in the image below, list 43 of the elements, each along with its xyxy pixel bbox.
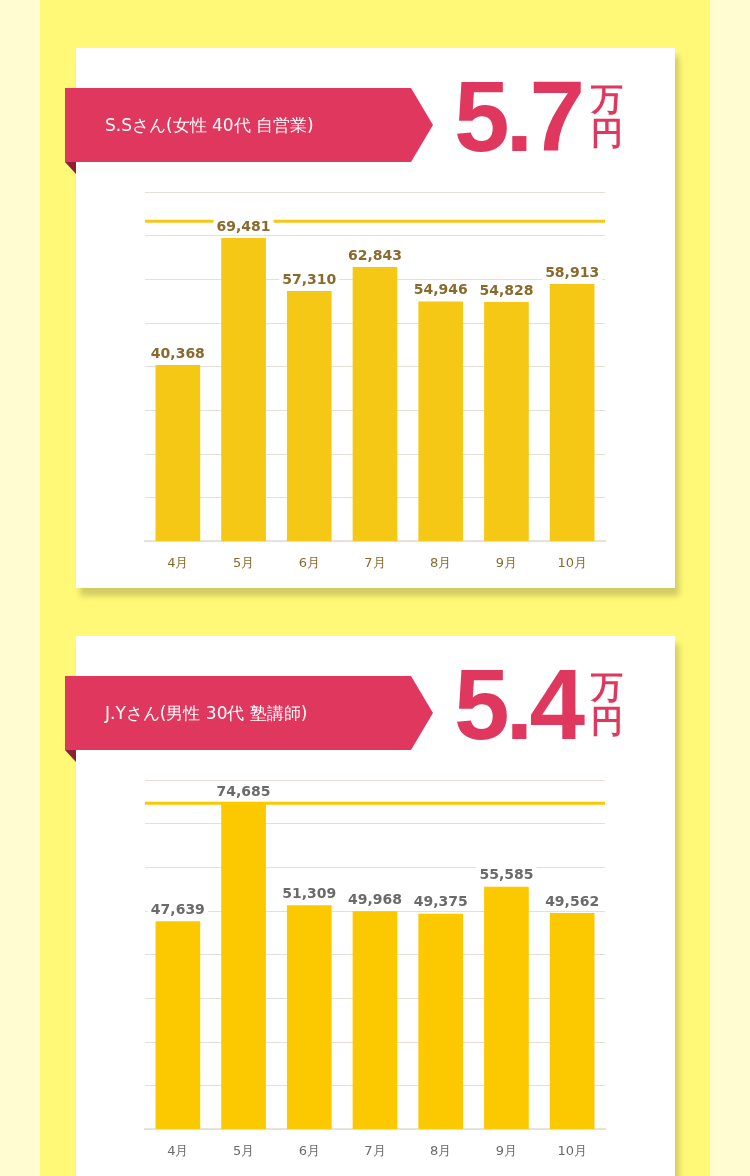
- bar: [418, 913, 464, 1129]
- data-label: 55,585: [479, 866, 534, 883]
- data-label: 62,843: [347, 246, 403, 263]
- x-tick-label: 9月: [495, 1142, 518, 1158]
- bar: [155, 921, 201, 1129]
- x-tick-label: 4月: [167, 554, 189, 570]
- bar: [286, 291, 332, 541]
- x-tick-label: 5月: [232, 554, 255, 570]
- data-label: 58,913: [545, 263, 600, 280]
- bar: [484, 886, 529, 1129]
- data-label: 40,368: [150, 344, 205, 361]
- x-tick-label: 6月: [298, 554, 320, 570]
- data-label: 54,946: [413, 281, 468, 298]
- bar: [484, 301, 529, 541]
- data-label: 49,375: [413, 893, 468, 910]
- x-tick-label: 6月: [298, 1142, 320, 1158]
- data-label: 74,685: [216, 782, 271, 799]
- data-label: 47,639: [150, 900, 205, 917]
- bar: [549, 284, 595, 541]
- bar: [352, 266, 398, 541]
- chart-title: S.Sさん(女性 40代 自営業): [65, 88, 411, 162]
- data-label: 49,968: [347, 890, 403, 907]
- x-tick-label: 10月: [557, 1142, 587, 1158]
- bar: [221, 237, 266, 541]
- bar: [549, 912, 595, 1129]
- x-tick-label: 5月: [232, 1142, 255, 1158]
- bar: [418, 301, 464, 541]
- x-tick-label: 7月: [364, 1142, 386, 1158]
- x-tick-label: 7月: [364, 554, 386, 570]
- data-label: 54,828: [479, 281, 534, 298]
- chart-title: J.Yさん(男性 30代 塾講師): [65, 676, 411, 750]
- x-tick-label: 8月: [430, 554, 452, 570]
- x-tick-label: 4月: [167, 1142, 189, 1158]
- data-label: 51,309: [282, 884, 337, 901]
- bar: [155, 365, 201, 541]
- bar: [286, 905, 332, 1129]
- x-tick-label: 10月: [557, 554, 587, 570]
- data-label: 57,310: [282, 270, 337, 287]
- data-label: 69,481: [216, 217, 271, 234]
- data-label: 49,562: [545, 892, 600, 909]
- bar: [352, 911, 398, 1129]
- x-tick-label: 8月: [430, 1142, 452, 1158]
- x-tick-label: 9月: [495, 554, 518, 570]
